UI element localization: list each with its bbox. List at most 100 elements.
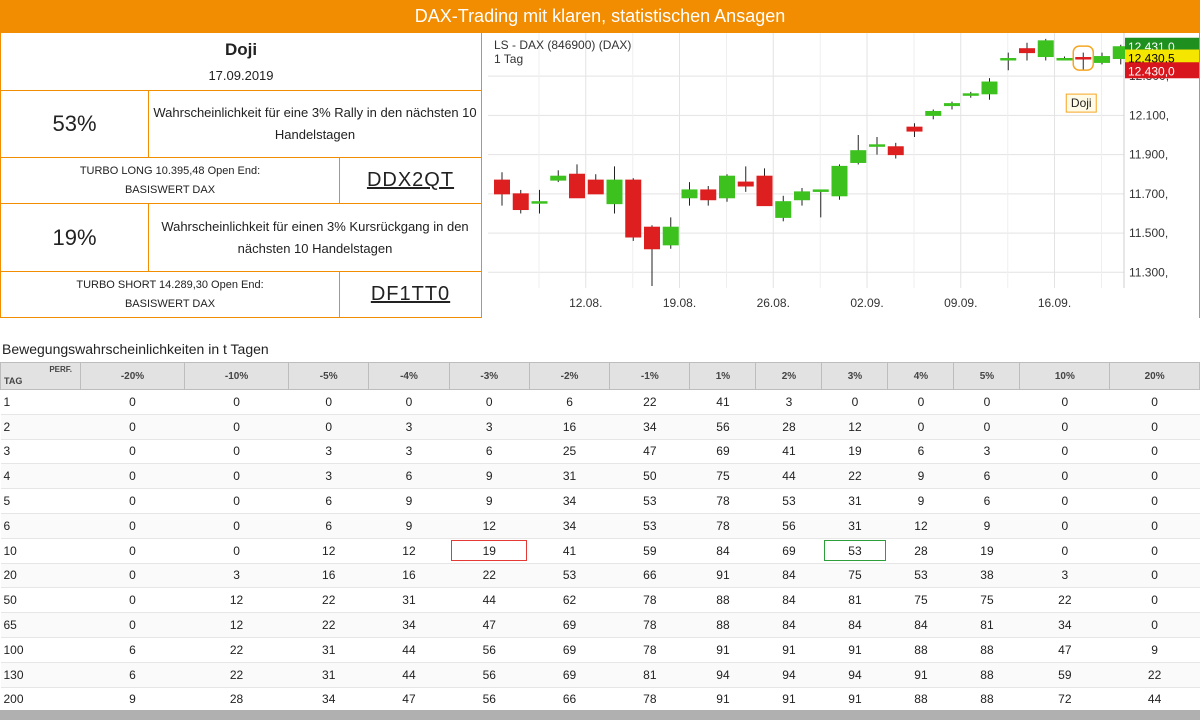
probability-cell: 81: [953, 612, 1020, 638]
candle-down: [625, 179, 642, 238]
probability-cell: 53: [609, 513, 690, 539]
table-header-row: PERF. TAG -20% -10% -5% -4% -3% -2% -1% 1% 2% 3% 4…: [0, 362, 1200, 390]
long-product-cell: TURBO LONG 10.395,48 Open End: BASISWERT…: [0, 157, 340, 204]
bottom-scrollbar[interactable]: [0, 710, 1200, 720]
probability-cell: 6: [80, 662, 185, 688]
probability-cell: 69: [529, 662, 610, 688]
probability-cell: 47: [609, 439, 690, 465]
probability-cell: 94: [821, 662, 888, 688]
probability-cell: 22: [821, 463, 888, 490]
probability-cell: 28: [887, 538, 954, 564]
probability-cell: 0: [184, 414, 289, 440]
candle-up: [925, 110, 942, 116]
probability-cell: 50: [609, 463, 690, 490]
x-tick-label: 12.08.: [569, 296, 602, 310]
column-header: -4%: [368, 362, 450, 390]
probability-cell: 91: [821, 687, 888, 713]
probability-cell: 0: [1109, 439, 1200, 465]
probability-cell: 72: [1019, 687, 1110, 713]
doji-highlight: [1072, 45, 1094, 71]
column-header: -5%: [288, 362, 370, 390]
probability-cell: 16: [368, 563, 450, 589]
table-row: 3 0 0 3 3 6 25 47 69 41 19 6 3 0 0: [0, 439, 1200, 465]
candle-up: [606, 179, 623, 205]
probability-cell: 44: [1109, 687, 1200, 713]
probability-cell: 56: [449, 637, 530, 663]
probability-cell: 41: [755, 439, 822, 465]
probability-cell: 84: [887, 612, 954, 638]
probability-cell: 6: [529, 389, 610, 415]
probability-cell: 38: [953, 563, 1020, 589]
candle-up: [719, 175, 735, 199]
probability-cell: 34: [368, 612, 450, 638]
probability-cell: 56: [755, 513, 822, 539]
probability-cell: 0: [1109, 587, 1200, 614]
probability-cell: 56: [449, 662, 530, 688]
probability-cell: 56: [689, 414, 756, 440]
probability-cell: 0: [80, 538, 185, 564]
probability-cell: 91: [689, 563, 756, 589]
probability-cell: 0: [80, 463, 185, 490]
probability-cell: 88: [689, 587, 756, 614]
probability-cell: 53: [755, 488, 822, 514]
candle-down: [569, 173, 585, 199]
candle-down: [587, 179, 604, 195]
short-wkn-link[interactable]: DF1TT0: [370, 283, 451, 305]
candlestick-chart[interactable]: 11.300,11.500,11.700,11.900,12.100,12.30…: [482, 33, 1199, 318]
probability-cell: 22: [184, 662, 289, 688]
candle-up: [1037, 40, 1054, 58]
column-header: -20%: [79, 362, 186, 390]
probability-cell: 75: [887, 587, 954, 614]
table-row: 100 6 22 31 44 56 69 78 91 91 91 88 88 47 9: [0, 637, 1200, 663]
probability-cell: 0: [80, 513, 185, 539]
short-probability: 19%: [52, 224, 97, 250]
long-wkn-link[interactable]: DDX2QT: [366, 169, 455, 191]
candle-up: [681, 189, 698, 199]
probability-cell: 0: [1109, 463, 1200, 490]
day-cell: 6: [0, 513, 81, 539]
probability-cell: 88: [887, 687, 954, 713]
candle-down: [644, 226, 660, 250]
probability-cell: 91: [887, 662, 954, 688]
probability-cell: 3: [368, 414, 450, 440]
probability-cell: 0: [1109, 612, 1200, 638]
y-tick-label: 12.100,: [1129, 108, 1169, 122]
price-label: 12.430,0: [1128, 64, 1175, 78]
probability-cell: 25: [529, 439, 610, 465]
probability-cell: 88: [953, 687, 1020, 713]
probability-cell: 0: [80, 414, 185, 440]
probability-cell: 34: [609, 414, 690, 440]
probability-cell: 22: [1109, 662, 1200, 688]
candle-down: [1019, 48, 1035, 54]
probability-cell: 47: [449, 612, 530, 638]
probability-cell: 9: [449, 488, 530, 514]
candle-up: [981, 81, 998, 95]
probability-cell: 3: [288, 463, 369, 490]
probability-cell: 84: [755, 563, 822, 589]
probability-cell: 0: [80, 563, 185, 589]
day-cell: 130: [0, 662, 81, 688]
probability-cell: 22: [288, 587, 369, 614]
column-header: 10%: [1019, 362, 1111, 390]
day-cell: 3: [0, 439, 81, 465]
probability-cell: 3: [1019, 563, 1110, 589]
probability-cell: 0: [1109, 538, 1200, 564]
tag-label: TAG: [4, 376, 23, 386]
short-product: TURBO SHORT 14.289,30 Open End: BASISWER…: [76, 278, 264, 310]
table-row: 1 0 0 0 0 0 6 22 41 3 0 0 0 0 0: [0, 389, 1200, 415]
long-product: TURBO LONG 10.395,48 Open End: BASISWERT…: [79, 164, 261, 196]
probability-cell: 0: [368, 389, 450, 415]
day-cell: 4: [0, 463, 81, 490]
probability-cell: 75: [689, 463, 756, 490]
day-cell: 100: [0, 637, 81, 663]
probability-cell: 69: [689, 439, 756, 465]
candle-up: [869, 144, 885, 147]
probability-cell: 0: [80, 587, 185, 614]
probability-cell: 6: [288, 488, 369, 514]
probability-cell: 44: [755, 463, 822, 490]
price-chart-panel: 11.300,11.500,11.700,11.900,12.100,12.30…: [482, 32, 1200, 318]
probability-cell: 0: [80, 389, 185, 415]
probability-cell: 44: [368, 662, 450, 688]
candle-down: [700, 189, 717, 201]
day-cell: 20: [0, 563, 81, 589]
